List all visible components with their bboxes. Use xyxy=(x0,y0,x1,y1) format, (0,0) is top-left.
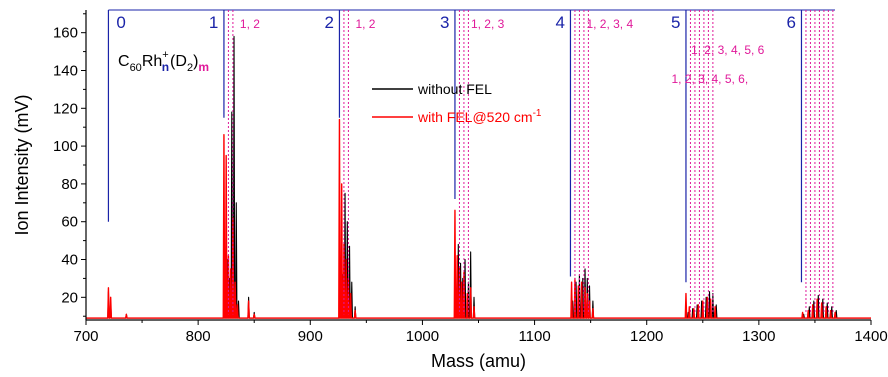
m-label-6: 1, 2, 3, 4, 5, 6, xyxy=(671,72,748,86)
x-tick-label-1200: 1200 xyxy=(630,328,663,345)
x-tick-label-1100: 1100 xyxy=(518,328,550,345)
m-label-3: 1, 2, 3 xyxy=(471,17,505,31)
n-label-0: 0 xyxy=(116,13,125,32)
m-label-1: 1, 2 xyxy=(240,17,260,31)
n-label-5: 5 xyxy=(671,13,680,32)
formula-label: C60Rh+ n(D2)m xyxy=(118,49,209,74)
n-label-2: 2 xyxy=(324,13,333,32)
y-tick-label-140: 140 xyxy=(53,62,78,79)
x-tick-label-1000: 1000 xyxy=(406,328,439,345)
axes: 700 800 900 1000 1100 1200 1300 140020406080100… xyxy=(12,10,888,371)
y-tick-label-80: 80 xyxy=(61,176,78,193)
m-label-5: 1, 2, 3, 4, 5, 6 xyxy=(691,43,765,57)
y-tick-label-120: 120 xyxy=(53,100,78,117)
x-tick-label-1400: 1400 xyxy=(854,328,887,345)
y-tick-label-60: 60 xyxy=(61,214,78,231)
x-tick-label-900: 900 xyxy=(298,328,323,345)
n-label-1: 1 xyxy=(209,13,218,32)
x-tick-label-800: 800 xyxy=(186,328,211,345)
m-label-2: 1, 2 xyxy=(355,17,375,31)
m-label-4: 1, 2, 3, 4 xyxy=(586,17,633,31)
x-tick-label-1300: 1300 xyxy=(742,328,775,345)
n-label-6: 6 xyxy=(786,13,795,32)
legend-label-without-fel: without FEL xyxy=(417,81,492,97)
y-tick-label-40: 40 xyxy=(61,252,78,269)
spectra-layer xyxy=(86,35,871,319)
series-line-without-fel xyxy=(86,35,871,319)
y-tick-label-160: 160 xyxy=(53,25,78,42)
n-label-4: 4 xyxy=(555,13,564,32)
legend: without FEL with FEL@520 cm-1 xyxy=(372,81,542,125)
series-line-with-fel xyxy=(86,118,871,319)
y-axis-title: Ion Intensity (mV) xyxy=(12,94,32,235)
group-annotations: 0 1 1, 2 2 1, 2 3 1, 2, 3 4 1, 2, 3, 4 5 1, 2, 3, … xyxy=(107,9,835,315)
x-axis-title: Mass (amu) xyxy=(431,351,526,371)
n-label-3: 3 xyxy=(440,13,449,32)
legend-label-with-fel: with FEL@520 cm-1 xyxy=(417,108,542,125)
x-tick-label-700: 700 xyxy=(73,328,98,345)
y-tick-label-100: 100 xyxy=(53,138,78,155)
y-tick-label-20: 20 xyxy=(61,289,78,306)
